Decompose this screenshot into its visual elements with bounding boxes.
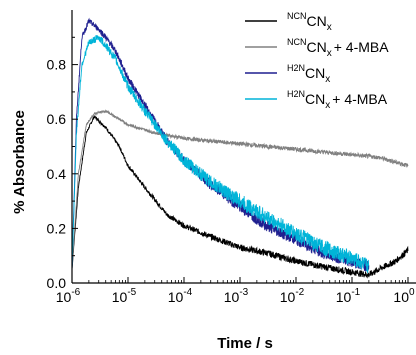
x-tick-label: 10-4 <box>168 287 193 305</box>
series-line-4 <box>72 35 370 274</box>
y-tick-label: 0.8 <box>47 57 67 73</box>
legend-entry: NCNCNx <box>287 11 332 33</box>
x-tick-label: 100 <box>393 287 415 305</box>
series-line-1 <box>72 115 409 279</box>
x-tick-label: 10-2 <box>280 287 305 305</box>
y-tick-label: 0.6 <box>47 111 67 127</box>
legend: NCNCNx NCNCNx + 4-MBA H2NCNx H2NCNx + 4-MBA <box>245 11 389 111</box>
y-tick-label: 0.2 <box>47 220 67 236</box>
x-tick-label: 10-1 <box>336 287 361 305</box>
series-layer <box>72 17 409 279</box>
legend-entry: H2NCNx + 4-MBA <box>287 89 388 111</box>
x-tick-label: 10-5 <box>112 287 137 305</box>
legend-entry: H2NCNx <box>287 63 330 85</box>
series-line-2 <box>72 109 409 270</box>
legend-entry: NCNCNx + 4-MBA <box>287 37 389 59</box>
y-tick-label: 0.0 <box>47 275 67 291</box>
y-tick-label: 0.4 <box>47 166 67 182</box>
series-line-3 <box>72 17 370 272</box>
y-axis-title: % Absorbance <box>11 110 28 214</box>
axes-layer: 0.0 0.2 0.4 0.6 0.8 10-6 10-5 10-4 10-3 10-2 10-1 1… <box>47 10 416 305</box>
x-axis-title: Time / s <box>217 335 273 352</box>
x-tick-label: 10-6 <box>56 287 81 305</box>
x-tick-label: 10-3 <box>224 287 249 305</box>
